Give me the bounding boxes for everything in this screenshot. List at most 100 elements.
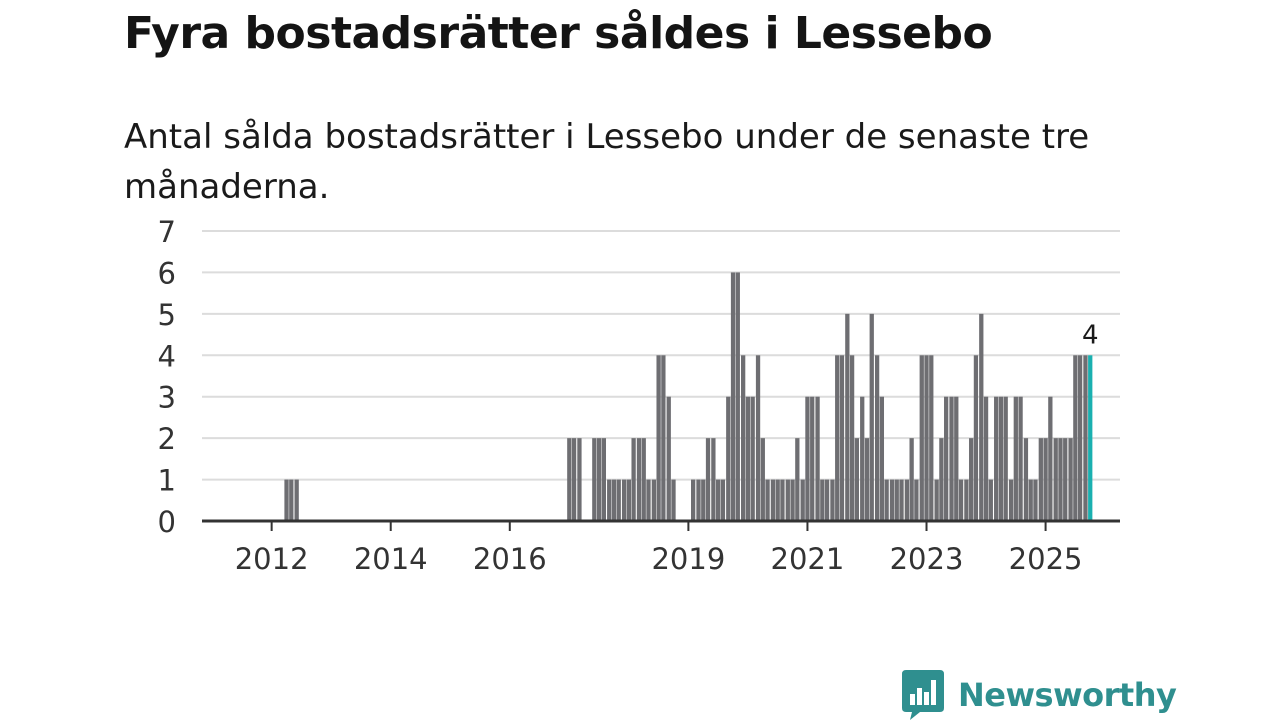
bar [671, 479, 676, 521]
bar [894, 479, 899, 521]
y-tick-label: 3 [158, 381, 176, 415]
x-tick-label: 2021 [771, 542, 845, 576]
bar [805, 396, 810, 521]
bar [577, 438, 582, 521]
y-tick-label: 7 [158, 215, 176, 249]
brand-name: Newsworthy [958, 676, 1177, 714]
bar [661, 355, 666, 521]
bar [899, 479, 904, 521]
chart-title: Fyra bostadsrätter såldes i Lessebo [124, 8, 993, 59]
bar [914, 479, 919, 521]
bar [939, 438, 944, 521]
y-tick-label: 1 [158, 464, 176, 498]
bar [284, 479, 289, 521]
bar [1008, 479, 1014, 521]
bar [949, 396, 954, 521]
bar [1073, 355, 1078, 521]
bar [592, 438, 597, 521]
bar [810, 396, 815, 521]
bar [1038, 438, 1043, 521]
bar [770, 479, 776, 521]
bar [790, 479, 795, 521]
bar [775, 479, 780, 521]
y-axis-ticks: 0 1 2 3 4 5 6 7 [158, 215, 176, 539]
bar [983, 396, 989, 521]
annotations: 4 [1082, 320, 1099, 350]
bar [696, 479, 701, 521]
bar [979, 313, 984, 521]
bar [656, 355, 661, 521]
bar [1058, 438, 1063, 521]
y-tick-label: 6 [158, 256, 176, 290]
bar [864, 438, 870, 521]
bar [800, 479, 805, 521]
bar [889, 479, 895, 521]
bar [571, 438, 577, 521]
bar [830, 479, 835, 521]
bar [860, 396, 865, 521]
bar [845, 313, 850, 521]
bar [651, 479, 656, 521]
x-tick-label: 2014 [354, 542, 428, 576]
newsworthy-logo: Newsworthy [902, 670, 1177, 720]
bar [1068, 438, 1073, 521]
bar [711, 438, 716, 521]
bar [641, 438, 646, 521]
bar [795, 438, 800, 521]
bar [1023, 438, 1029, 521]
bar [924, 355, 929, 521]
bar [1018, 396, 1023, 521]
bar [854, 438, 860, 521]
bar [735, 272, 740, 521]
bar [666, 396, 671, 521]
bar [839, 355, 845, 521]
bar [646, 479, 651, 521]
bar [1083, 355, 1088, 521]
bar [616, 479, 621, 521]
bar [815, 396, 820, 521]
y-tick-label: 5 [158, 298, 176, 332]
bar [849, 355, 855, 521]
bar [726, 396, 731, 521]
bar [745, 396, 751, 521]
bar [607, 479, 612, 521]
bar [1063, 438, 1068, 521]
bar [611, 479, 617, 521]
bar [1033, 479, 1038, 521]
bar [879, 396, 885, 521]
bar [294, 479, 299, 521]
bar [760, 438, 765, 521]
bar [1048, 396, 1053, 521]
bar [909, 438, 914, 521]
bar [1043, 438, 1048, 521]
bar [934, 479, 939, 521]
bar [716, 479, 721, 521]
bar [755, 355, 761, 521]
bar [1077, 355, 1083, 521]
bar [567, 438, 572, 521]
bar-chart: 0 1 2 3 4 5 6 7 2012 2014 2016 2019 2021 2023 2025 4 [158, 215, 1120, 576]
bar [944, 396, 949, 521]
bar [1013, 396, 1018, 521]
data-label-last: 4 [1082, 320, 1099, 350]
x-tick-label: 2019 [651, 542, 725, 576]
bar [958, 479, 964, 521]
bar [631, 438, 636, 521]
y-tick-label: 0 [158, 505, 176, 539]
chart-subtitle: Antal sålda bostadsrätter i Lessebo unde… [124, 117, 1090, 207]
y-tick-label: 4 [158, 339, 176, 373]
bar [820, 479, 825, 521]
bar [869, 313, 874, 521]
y-tick-label: 2 [158, 422, 176, 456]
bar [741, 355, 746, 521]
bar [705, 438, 711, 521]
bar [626, 479, 631, 521]
bar [621, 479, 627, 521]
bar [904, 479, 910, 521]
bars [284, 272, 1093, 521]
bar [929, 355, 934, 521]
bar [1053, 438, 1058, 521]
bar [1028, 479, 1033, 521]
bar [780, 479, 785, 521]
bar [884, 479, 889, 521]
